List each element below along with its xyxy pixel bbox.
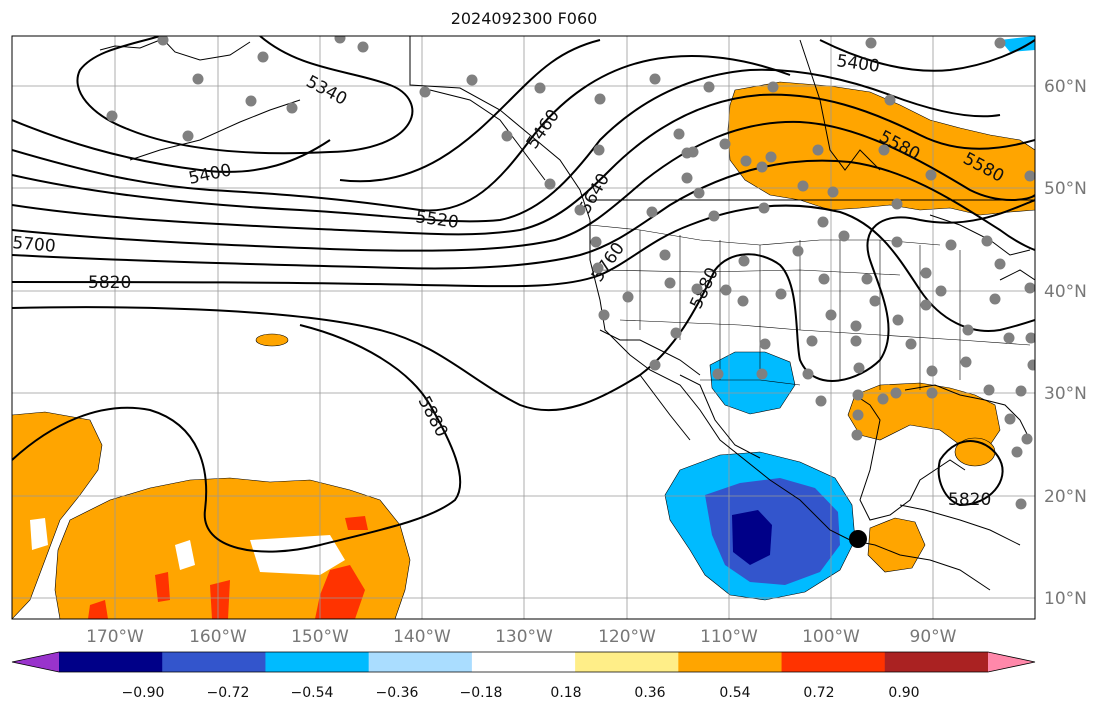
lat-label: 50°N (1044, 179, 1087, 199)
colorbar-segment (162, 652, 266, 672)
colorbar-extend-max (988, 652, 1035, 672)
lon-label: 90°W (910, 627, 957, 647)
orange-region-central-america (867, 517, 926, 573)
colorbar (11, 651, 1036, 673)
state-borders (589, 224, 1031, 390)
latitude-labels: 60°N 50°N 40°N 30°N 20°N 10°N (1044, 77, 1087, 609)
orange-region-central-pacific (54, 477, 411, 619)
station-dots (106, 36, 1035, 510)
colorbar-segment (265, 652, 370, 672)
lat-label: 30°N (1044, 384, 1087, 404)
colorbar-tick-label: −0.36 (376, 685, 419, 701)
colorbar-outline (11, 651, 1036, 673)
colorbar-extend-min (12, 652, 59, 672)
contour-label: 5820 (948, 490, 991, 510)
lon-label: 130°W (495, 627, 553, 647)
colorbar-tick-label: 0.18 (550, 685, 581, 701)
colorbar-tick-label: 0.54 (719, 685, 750, 701)
orange-region-west-pacific (12, 411, 103, 619)
lat-label: 60°N (1044, 77, 1087, 97)
height-contours (12, 36, 1035, 553)
orange-blob-small (255, 333, 289, 347)
colorbar-segment (884, 652, 989, 672)
contour-label: 5700 (12, 233, 57, 257)
lat-label: 20°N (1044, 487, 1087, 507)
colorbar-tick-label: 0.90 (888, 685, 919, 701)
colorbar-tick-label: 0.36 (634, 685, 665, 701)
colorbar-segment (781, 652, 886, 672)
lat-label: 40°N (1044, 282, 1087, 302)
colorbar-segment (575, 652, 679, 672)
colorbar-segment (678, 652, 783, 672)
contour-label: 5820 (88, 273, 131, 293)
lon-label: 140°W (393, 627, 451, 647)
colorbar-tick-label: −0.18 (460, 685, 503, 701)
colorbar-segment (59, 652, 163, 672)
navy-region-east-pacific (732, 510, 772, 565)
map-border (11, 35, 1036, 620)
lon-label: 160°W (189, 627, 247, 647)
blue-region-east-pacific (705, 478, 840, 585)
figure-title: 2024092300 F060 (450, 9, 598, 28)
longitude-labels: 170°W 160°W 150°W 140°W 130°W 120°W 110°… (86, 627, 957, 647)
colorbar-tick-labels: −0.90 −0.72 −0.54 −0.36 −0.18 0.18 0.36 … (122, 685, 920, 701)
gridlines (12, 36, 1035, 619)
storm-center-marker (849, 530, 867, 548)
colorbar-tick-label: −0.54 (291, 685, 334, 701)
lon-label: 100°W (802, 627, 860, 647)
lightblue-region-mexico (709, 351, 796, 415)
colorbar-segment (368, 652, 473, 672)
lon-label: 110°W (700, 627, 758, 647)
colorbar-tick-label: −0.72 (207, 685, 250, 701)
lon-label: 170°W (86, 627, 144, 647)
lon-label: 120°W (598, 627, 656, 647)
colorbar-segment (471, 652, 576, 672)
colorbar-tick-label: 0.72 (803, 685, 834, 701)
lat-label: 10°N (1044, 589, 1087, 609)
lon-label: 150°W (291, 627, 349, 647)
colorbar-tick-label: −0.90 (122, 685, 165, 701)
